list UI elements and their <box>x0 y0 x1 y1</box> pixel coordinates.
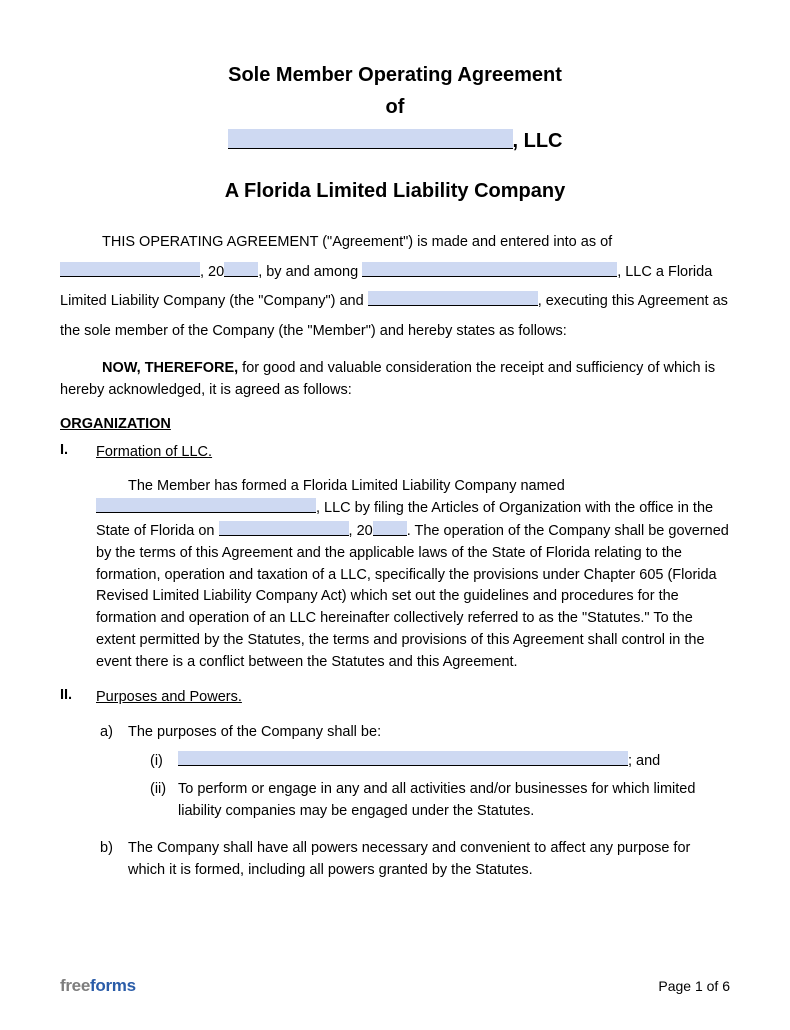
sub-b-mark: b) <box>100 837 122 882</box>
sub-a: a) The purposes of the Company shall be:… <box>100 721 730 829</box>
purposes-head-text: Purposes and Powers <box>96 689 238 705</box>
logo-forms: forms <box>90 976 136 995</box>
roman-body-2: Purposes and Powers. a) The purposes of … <box>96 687 730 890</box>
page-number: Page 1 of 6 <box>658 978 730 994</box>
blank-year[interactable] <box>224 262 258 277</box>
blank-date2[interactable] <box>219 521 349 536</box>
sub-a-text: The purposes of the Company shall be: <box>128 724 381 740</box>
subsub-i-body: ; and <box>178 750 730 772</box>
formation-head: Formation of LLC. <box>96 442 730 464</box>
now-bold: NOW, THEREFORE, <box>102 360 238 376</box>
organization-head: ORGANIZATION <box>60 416 730 432</box>
roman-num-1: I. <box>60 442 88 674</box>
intro-part2: , by and among <box>258 264 362 280</box>
item-formation: I. Formation of LLC. The Member has form… <box>60 442 730 674</box>
blank-member[interactable] <box>368 291 538 306</box>
intro-paragraph: THIS OPERATING AGREEMENT ("Agreement") i… <box>60 228 730 347</box>
blank-purpose[interactable] <box>178 751 628 766</box>
sub-list: a) The purposes of the Company shall be:… <box>96 721 730 882</box>
roman-list: I. Formation of LLC. The Member has form… <box>60 442 730 890</box>
subsub-i: (i) ; and <box>150 750 730 772</box>
blank-company2[interactable] <box>96 498 316 513</box>
intro-part1: THIS OPERATING AGREEMENT ("Agreement") i… <box>102 234 612 250</box>
title-llc-suffix: , LLC <box>513 130 563 152</box>
title-line-1: Sole Member Operating Agreement <box>60 60 730 90</box>
formation-head-period: . <box>208 444 212 460</box>
i1-p1a: The Member has formed a Florida Limited … <box>128 478 565 494</box>
blank-date[interactable] <box>60 262 200 277</box>
intro-comma20: , 20 <box>200 264 224 280</box>
title-block: Sole Member Operating Agreement of , LLC… <box>60 60 730 206</box>
title-line-4: A Florida Limited Liability Company <box>60 176 730 206</box>
logo-free: free <box>60 976 90 995</box>
sub-a-mark: a) <box>100 721 122 829</box>
logo: freeforms <box>60 976 136 996</box>
purposes-head: Purposes and Powers. <box>96 687 730 709</box>
subsub-i-mark: (i) <box>150 750 174 772</box>
blank-title-llc[interactable] <box>228 129 513 149</box>
sub-b-text: The Company shall have all powers necess… <box>128 837 730 882</box>
title-line-3: , LLC <box>228 126 563 156</box>
subsub-ii-text: To perform or engage in any and all acti… <box>178 778 730 823</box>
i1-p1d: . The operation of the Company shall be … <box>96 523 729 670</box>
subsub-ii: (ii) To perform or engage in any and all… <box>150 778 730 823</box>
title-line-2: of <box>60 92 730 122</box>
formation-paragraph: The Member has formed a Florida Limited … <box>96 476 730 674</box>
subsub-ii-mark: (ii) <box>150 778 174 823</box>
subsub-i-suffix: ; and <box>628 753 660 769</box>
i1-p1c: , 20 <box>349 523 373 539</box>
sub-a-body: The purposes of the Company shall be: (i… <box>128 721 730 829</box>
blank-year2[interactable] <box>373 521 407 536</box>
footer: freeforms Page 1 of 6 <box>60 976 730 996</box>
item-purposes: II. Purposes and Powers. a) The purposes… <box>60 687 730 890</box>
purposes-head-period: . <box>238 689 242 705</box>
now-therefore-paragraph: NOW, THEREFORE, for good and valuable co… <box>60 357 730 402</box>
formation-head-text: Formation of LLC <box>96 444 208 460</box>
subsub-list: (i) ; and (ii) To perform or engage in a… <box>128 750 730 823</box>
sub-b: b) The Company shall have all powers nec… <box>100 837 730 882</box>
blank-company1[interactable] <box>362 262 617 277</box>
document-page: Sole Member Operating Agreement of , LLC… <box>0 0 790 1030</box>
roman-num-2: II. <box>60 687 88 890</box>
roman-body-1: Formation of LLC. The Member has formed … <box>96 442 730 674</box>
